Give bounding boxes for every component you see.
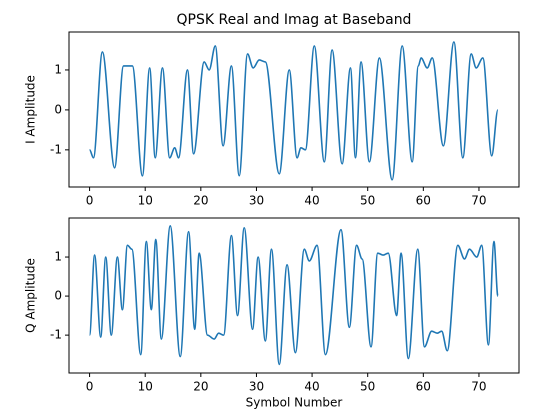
x-tick-label: 70: [471, 194, 486, 208]
x-tick-label: 10: [138, 194, 153, 208]
x-tick-label: 50: [360, 194, 375, 208]
chart-title: QPSK Real and Imag at Baseband: [177, 12, 412, 28]
y-tick-label: 0: [54, 102, 62, 116]
signal-line: [88, 225, 499, 366]
x-tick-label: 60: [416, 380, 431, 394]
x-tick-label: 30: [249, 194, 264, 208]
y-tick-label: 0: [54, 289, 62, 303]
x-tick-label: 30: [249, 380, 264, 394]
x-tick-label: 60: [416, 194, 431, 208]
y-tick-label: -1: [50, 142, 62, 156]
y-axis-label: I Amplitude: [24, 75, 38, 144]
x-axis-label: Symbol Number: [246, 396, 343, 410]
y-tick-label: -1: [50, 328, 62, 342]
axes-frame: [68, 217, 520, 374]
x-tick-label: 70: [471, 380, 486, 394]
x-tick-label: 0: [86, 380, 94, 394]
x-tick-label: 20: [193, 194, 208, 208]
x-tick-label: 0: [86, 194, 94, 208]
y-axis-label: Q Amplitude: [24, 258, 38, 333]
x-tick-label: 10: [138, 380, 153, 394]
x-tick-label: 20: [193, 380, 208, 394]
x-tick-label: 40: [304, 194, 319, 208]
y-tick-label: 1: [54, 62, 62, 76]
signal-line: [89, 41, 499, 181]
y-tick-label: 1: [54, 250, 62, 264]
x-tick-label: 50: [360, 380, 375, 394]
x-tick-label: 40: [304, 380, 319, 394]
